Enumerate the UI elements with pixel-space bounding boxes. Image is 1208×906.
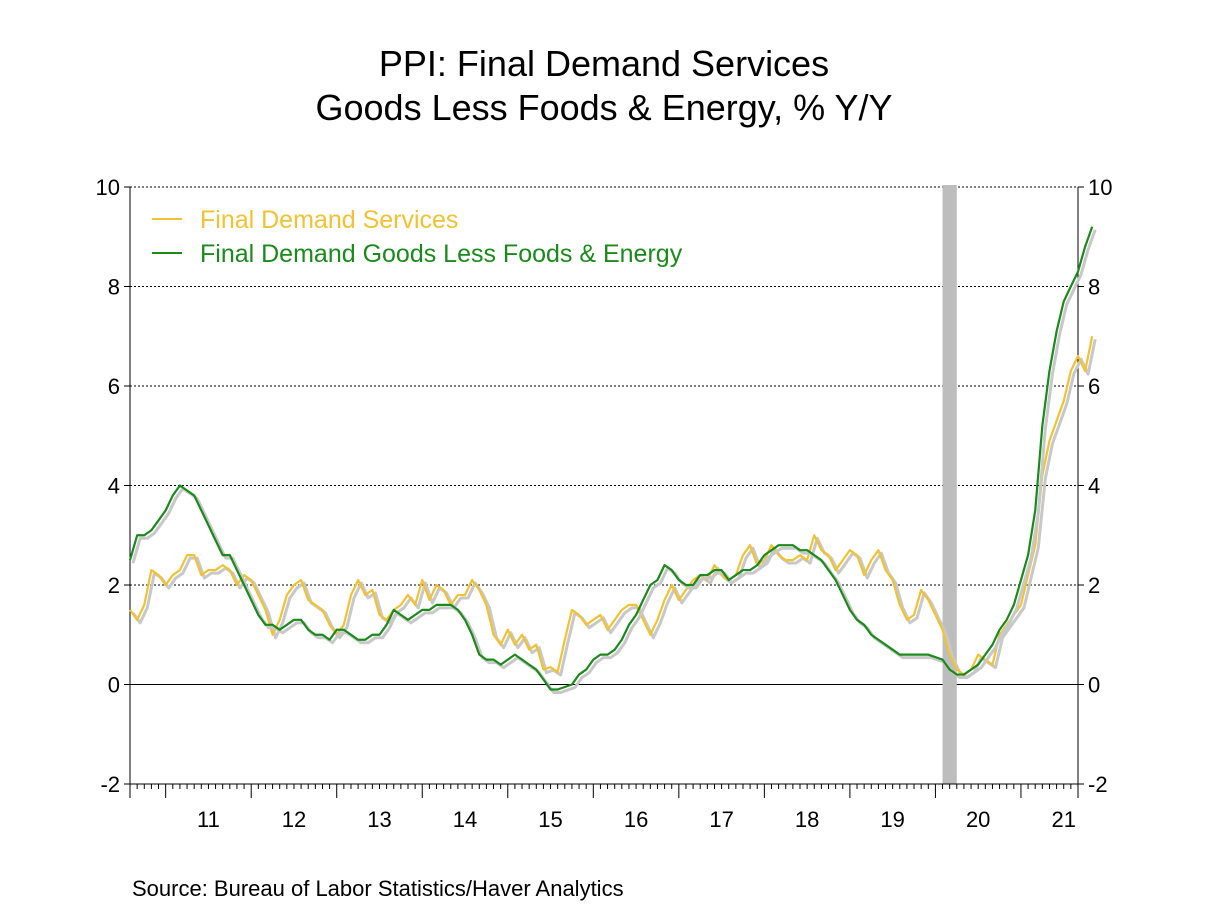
y-tick-label-right: 4 (1088, 474, 1100, 499)
y-tick-label-right: 2 (1088, 573, 1100, 598)
x-tick-label: 20 (966, 807, 990, 832)
chart-subtitle: Goods Less Foods & Energy, % Y/Y (316, 87, 893, 128)
x-tick-label: 16 (624, 807, 648, 832)
x-tick-label: 12 (282, 807, 306, 832)
x-tick-label: 13 (367, 807, 391, 832)
legend-label-goods: Final Demand Goods Less Foods & Energy (200, 240, 683, 268)
series-line-goods (128, 226, 1094, 691)
x-tick-label: 18 (795, 807, 819, 832)
y-tick-label-right: 6 (1088, 374, 1100, 399)
x-tick-label: 21 (1051, 807, 1075, 832)
x-tick-label: 11 (197, 807, 220, 832)
y-tick-label-right: -2 (1088, 772, 1108, 797)
y-tick-label-right: 8 (1088, 275, 1100, 300)
x-tick-label: 19 (880, 807, 904, 832)
x-axis-labels: 11 12 13 14 15 16 17 18 19 20 21 (197, 807, 1076, 832)
series-line-services (129, 336, 1094, 676)
series-shadow-1 (131, 229, 1097, 694)
y-axis-right-labels: -2 0 2 4 6 8 10 (1088, 175, 1112, 797)
y-tick-label-left: 2 (108, 573, 120, 598)
y-tick-label-left: 4 (108, 474, 120, 499)
y-tick-label-left: 8 (108, 275, 120, 300)
source-note: Source: Bureau of Labor Statistics/Haver… (132, 876, 624, 901)
y-tick-label-right: 10 (1088, 175, 1112, 200)
series-group (128, 226, 1097, 694)
y-tick-label-left: 0 (108, 673, 120, 698)
x-tick-label: 17 (709, 807, 733, 832)
y-axis-left-labels: -2 0 2 4 6 8 10 (96, 175, 120, 797)
legend: Final Demand Services Final Demand Goods… (152, 206, 683, 268)
chart-title: PPI: Final Demand Services (379, 43, 829, 84)
gridlines (130, 186, 1078, 685)
x-tick-label: 14 (453, 807, 477, 832)
recession-band (942, 185, 957, 784)
y-tick-label-left: 6 (108, 374, 120, 399)
y-tick-label-left: 10 (96, 175, 120, 200)
x-tick-label: 15 (538, 807, 562, 832)
axes (124, 186, 1084, 798)
legend-label-services: Final Demand Services (200, 206, 458, 234)
series-shadow-0 (131, 338, 1097, 680)
y-tick-label-left: -2 (100, 772, 120, 797)
y-tick-label-right: 0 (1088, 673, 1100, 698)
